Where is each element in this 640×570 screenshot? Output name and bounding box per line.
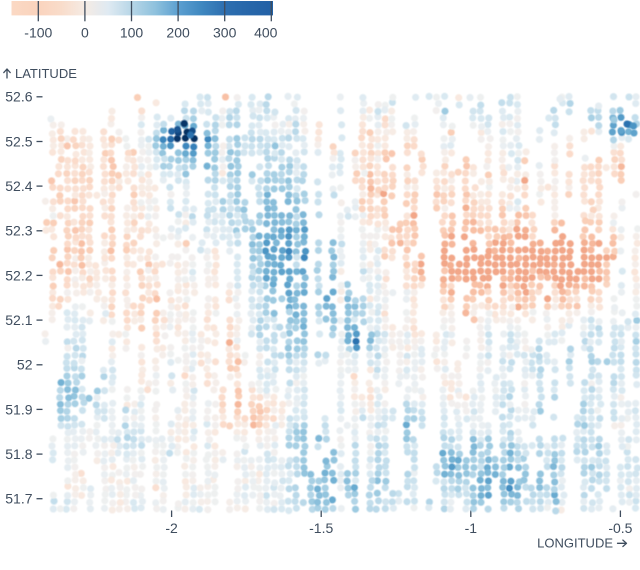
svg-text:LATITUDE: LATITUDE [15, 66, 77, 81]
svg-text:52: 52 [17, 357, 33, 373]
svg-text:52.1: 52.1 [5, 312, 32, 328]
svg-text:-0.5: -0.5 [608, 520, 632, 536]
svg-text:52.2: 52.2 [5, 267, 32, 283]
svg-text:LONGITUDE: LONGITUDE [537, 536, 613, 551]
svg-text:-2: -2 [165, 520, 178, 536]
svg-text:100: 100 [120, 24, 144, 40]
svg-text:200: 200 [166, 24, 190, 40]
svg-text:52.5: 52.5 [5, 133, 32, 149]
svg-text:400: 400 [254, 24, 278, 40]
svg-text:0: 0 [81, 24, 89, 40]
svg-text:-1.5: -1.5 [309, 520, 333, 536]
svg-text:-1: -1 [465, 520, 478, 536]
svg-text:52.6: 52.6 [5, 89, 32, 105]
svg-text:51.8: 51.8 [5, 446, 32, 462]
svg-text:-100: -100 [24, 24, 52, 40]
svg-text:52.4: 52.4 [5, 178, 32, 194]
svg-text:52.3: 52.3 [5, 223, 32, 239]
svg-text:51.7: 51.7 [5, 491, 32, 507]
svg-text:51.9: 51.9 [5, 401, 32, 417]
svg-text:300: 300 [213, 24, 237, 40]
